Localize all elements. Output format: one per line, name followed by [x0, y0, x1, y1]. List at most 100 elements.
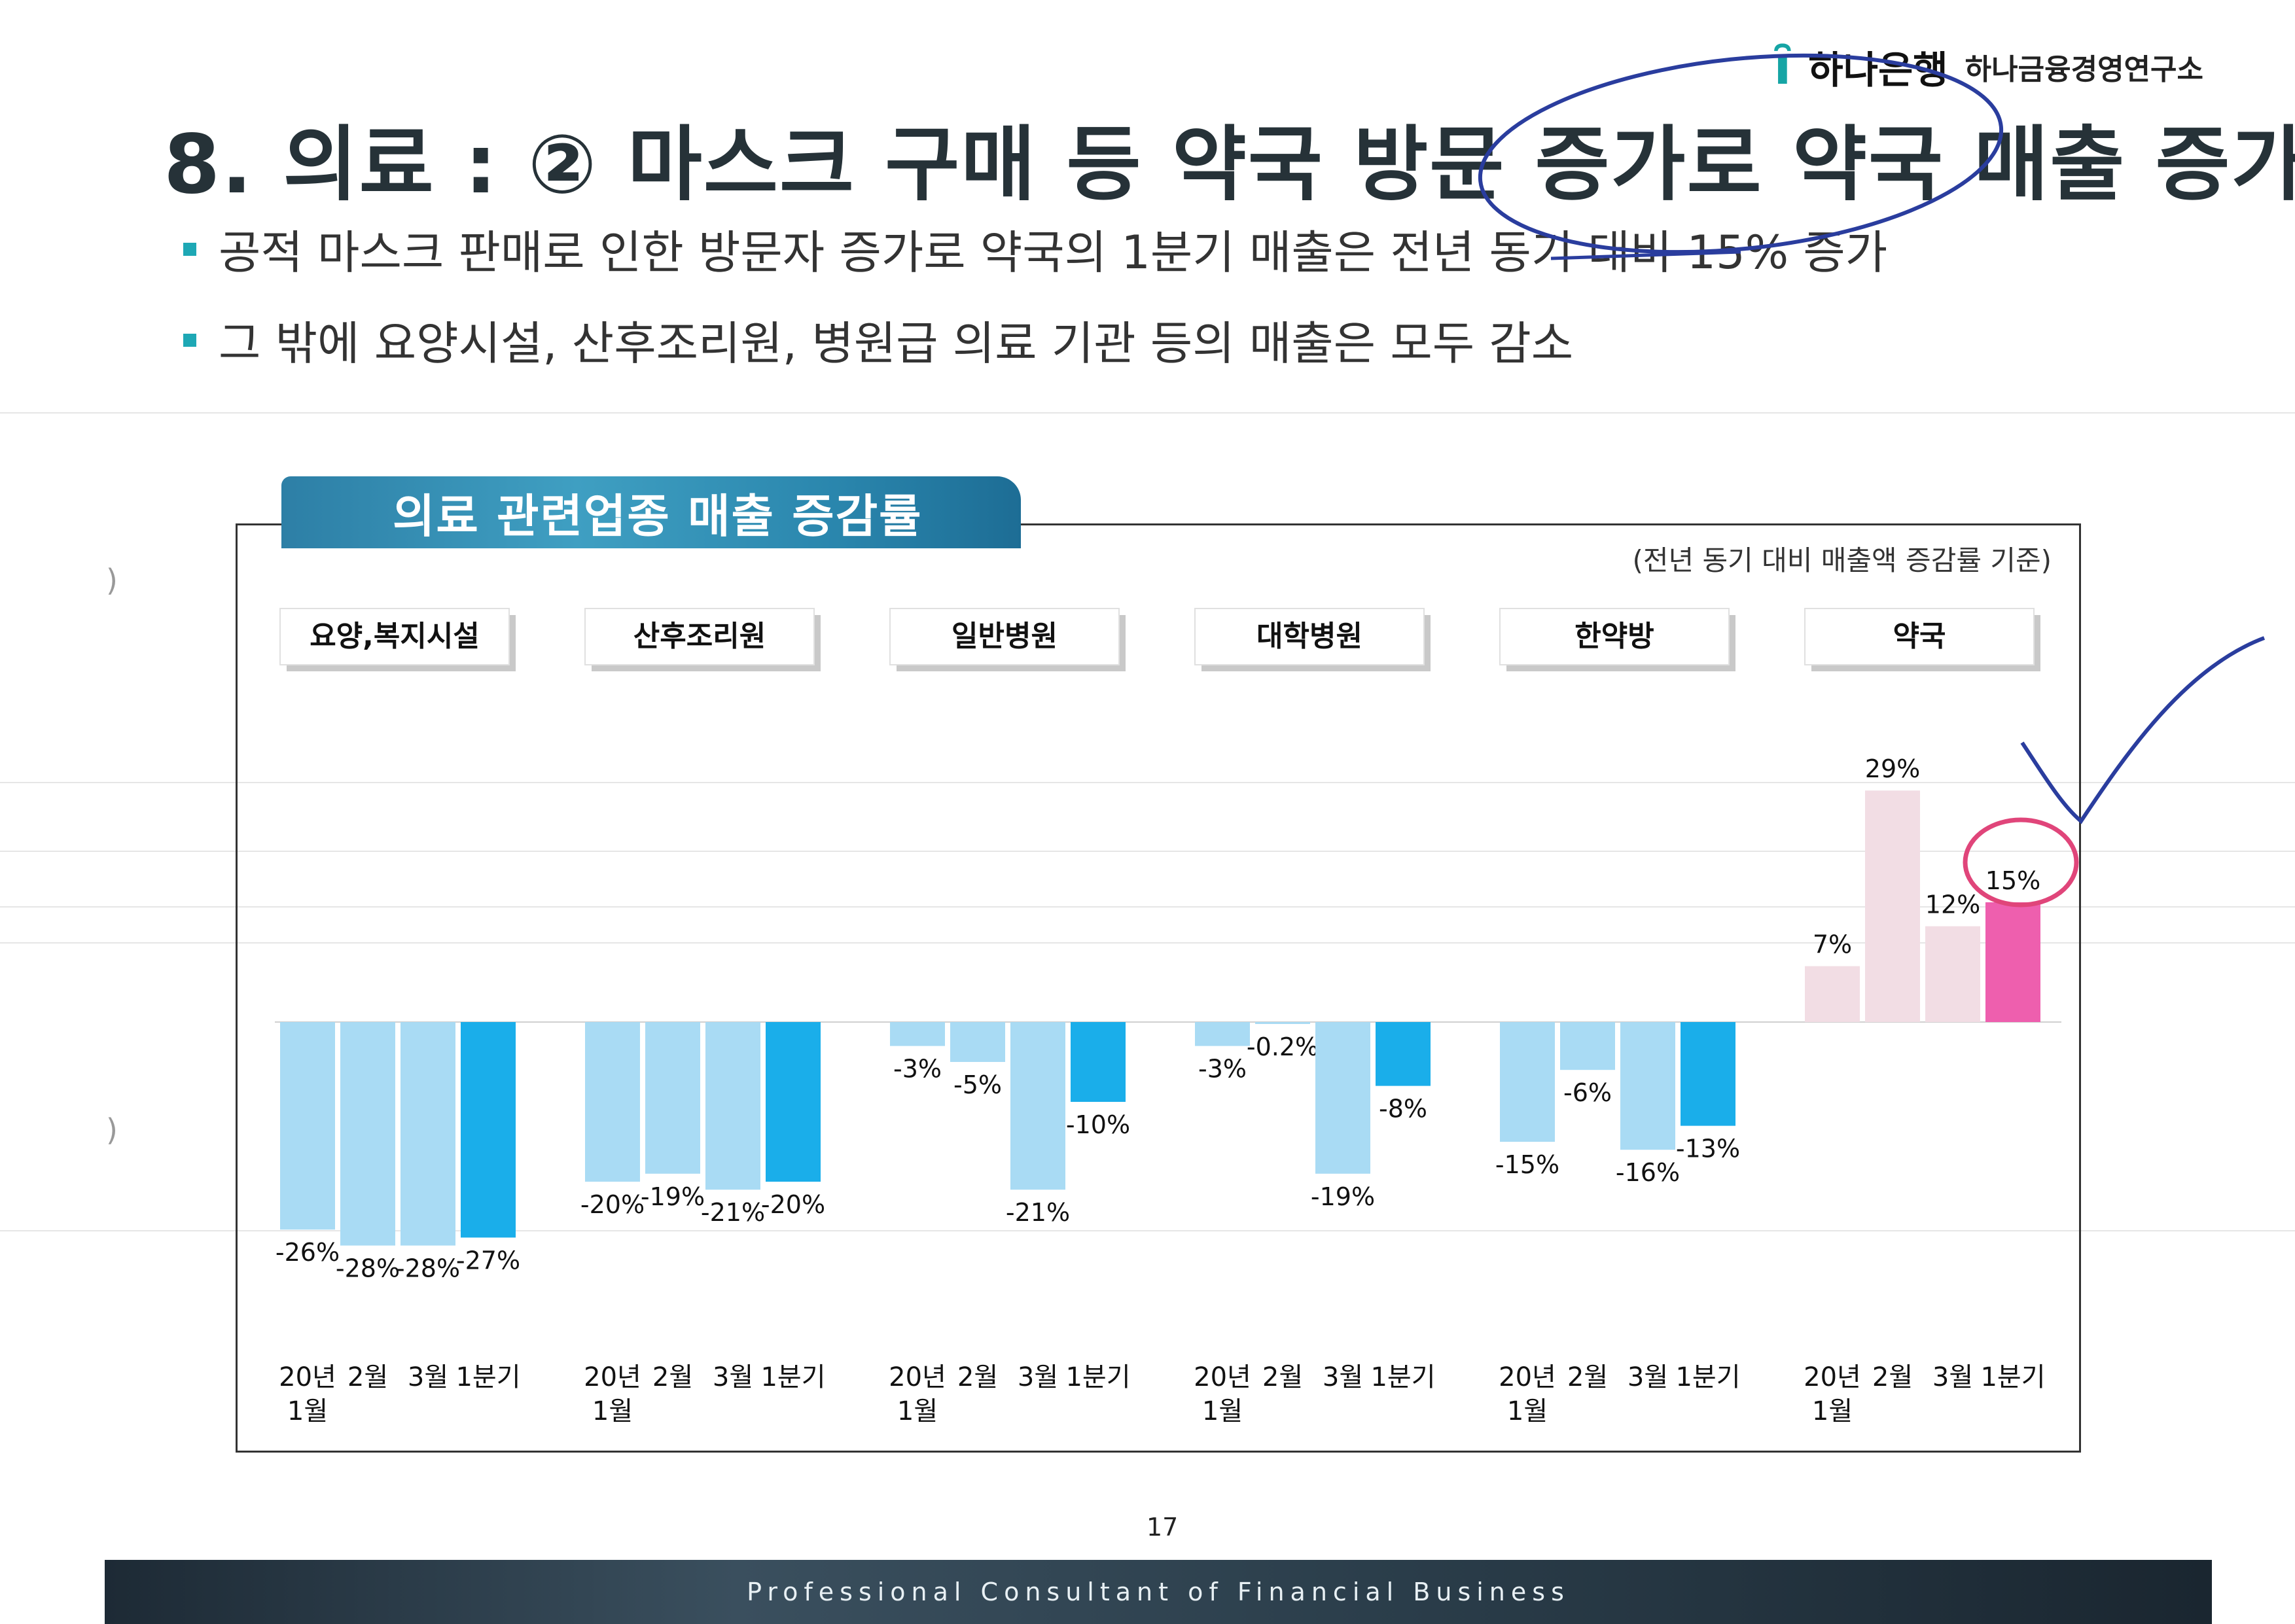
x-tick-label: 1분기 — [1980, 1362, 2045, 1392]
x-tick-label: 1월 — [287, 1396, 328, 1426]
bar — [1925, 926, 1980, 1022]
bar — [1010, 1022, 1065, 1190]
binding-hole-mark: ) — [106, 563, 118, 598]
data-label: -19% — [641, 1182, 705, 1211]
scan-line — [0, 782, 2295, 783]
category-header-label: 요양,복지시설 — [310, 620, 480, 653]
binding-hole-mark: ) — [106, 1112, 118, 1148]
data-label: -20% — [761, 1190, 825, 1219]
bar — [1865, 790, 1920, 1022]
x-tick-label: 1월 — [1202, 1396, 1243, 1426]
bar — [1805, 966, 1860, 1022]
hand-drawn-checkmark — [2020, 636, 2266, 824]
x-tick-label: 3월 — [1932, 1362, 1973, 1392]
data-label: -15% — [1495, 1150, 1559, 1179]
footer-text: Professional Consultant of Financial Bus… — [747, 1578, 1570, 1606]
bar — [1681, 1022, 1735, 1126]
category-header-box — [1194, 608, 1425, 665]
x-tick-label: 20년 — [1499, 1362, 1556, 1392]
x-tick-label: 3월 — [1628, 1362, 1668, 1392]
bar — [950, 1022, 1005, 1062]
bar — [1620, 1022, 1675, 1150]
bullet-item: 그 밖에 요양시설, 산후조리원, 병원급 의료 기관 등의 매출은 모두 감소 — [183, 307, 1887, 373]
x-tick-label: 20년 — [584, 1362, 641, 1392]
data-label: -21% — [1006, 1198, 1070, 1227]
bullet-list: 공적 마스크 판매로 인한 방문자 증가로 약국의 1분기 매출은 전년 동기 … — [183, 216, 1887, 398]
category-header-label: 약국 — [1893, 620, 1946, 653]
hand-drawn-strike — [1550, 250, 1741, 260]
x-tick-label: 20년 — [889, 1362, 946, 1392]
scan-line — [0, 412, 2295, 414]
x-tick-label: 1분기 — [760, 1362, 825, 1392]
bar — [280, 1022, 335, 1230]
data-label: -3% — [893, 1055, 942, 1084]
bullet-square-icon — [183, 333, 196, 347]
bar — [585, 1022, 640, 1182]
bar — [1255, 1022, 1310, 1024]
data-label: 7% — [1813, 930, 1852, 959]
bar-chart: 요양,복지시설 -26% 20년 1월 -28% 2월 -28% 3월 -27% 1분기 산후조리원… — [275, 608, 2061, 1426]
bullet-text: 공적 마스크 판매로 인한 방문자 증가로 약국의 1분기 매출은 전년 동기 … — [219, 226, 1888, 279]
scan-line — [0, 1230, 2295, 1231]
x-tick-label: 1분기 — [1370, 1362, 1435, 1392]
data-label: 29% — [1865, 754, 1920, 783]
x-tick-label: 2월 — [1872, 1362, 1913, 1392]
bar — [1315, 1022, 1370, 1174]
data-label: 12% — [1925, 891, 1980, 919]
x-tick-label: 3월 — [1018, 1362, 1058, 1392]
data-label: -13% — [1676, 1135, 1740, 1163]
x-tick-label: 2월 — [347, 1362, 388, 1392]
category-header-box — [1499, 608, 1730, 665]
x-tick-label: 2월 — [957, 1362, 998, 1392]
hand-drawn-red-circle — [1963, 817, 2079, 908]
data-label: -21% — [701, 1198, 765, 1227]
bar — [1071, 1022, 1126, 1102]
bar — [340, 1022, 395, 1246]
data-label: -27% — [456, 1246, 520, 1275]
bar — [1985, 902, 2040, 1022]
data-label: -26% — [276, 1238, 340, 1267]
x-tick-label: 1분기 — [1065, 1362, 1130, 1392]
hand-drawn-circle — [1478, 53, 2004, 255]
scan-line — [0, 851, 2295, 852]
bullet-text: 그 밖에 요양시설, 산후조리원, 병원급 의료 기관 등의 매출은 모두 감소 — [219, 317, 1574, 370]
bar — [890, 1022, 945, 1046]
data-label: 15% — [1985, 866, 2040, 895]
x-tick-label: 3월 — [1323, 1362, 1363, 1392]
bar — [1560, 1022, 1615, 1070]
x-tick-label: 1월 — [1507, 1396, 1548, 1426]
bar — [645, 1022, 700, 1174]
institute-name: 하나금융경영연구소 — [1965, 53, 2203, 86]
x-tick-label: 20년 — [1804, 1362, 1861, 1392]
x-tick-label: 2월 — [652, 1362, 693, 1392]
x-tick-label: 20년 — [279, 1362, 336, 1392]
data-label: -20% — [580, 1190, 645, 1219]
bar — [400, 1022, 455, 1246]
bar — [1500, 1022, 1555, 1142]
x-tick-label: 1월 — [592, 1396, 633, 1426]
chart-title-banner: 의료 관련업종 매출 증감률 — [281, 476, 1021, 548]
footer-band: Professional Consultant of Financial Bus… — [105, 1560, 2212, 1624]
x-tick-label: 2월 — [1567, 1362, 1608, 1392]
data-label: -19% — [1311, 1182, 1375, 1211]
data-label: -5% — [953, 1070, 1002, 1099]
category-header-label: 산후조리원 — [633, 620, 766, 653]
data-label: -10% — [1066, 1110, 1130, 1139]
x-tick-label: 1분기 — [1675, 1362, 1740, 1392]
scan-line — [0, 942, 2295, 944]
scan-line — [0, 906, 2295, 908]
bar — [1195, 1022, 1250, 1046]
category-header-label: 대학병원 — [1256, 620, 1362, 653]
category-header-label: 한약방 — [1574, 620, 1654, 653]
category-header-box — [1804, 608, 2035, 665]
x-tick-label: 1월 — [1812, 1396, 1853, 1426]
data-label: -16% — [1616, 1158, 1680, 1187]
x-tick-label: 1분기 — [455, 1362, 520, 1392]
bullet-item: 공적 마스크 판매로 인한 방문자 증가로 약국의 1분기 매출은 전년 동기 … — [183, 216, 1887, 282]
data-label: -6% — [1563, 1078, 1612, 1107]
page-number: 17 — [1147, 1513, 1179, 1542]
hana-logo-icon: ȋ — [1773, 37, 1792, 96]
data-label: -8% — [1379, 1095, 1427, 1123]
x-tick-label: 1월 — [897, 1396, 938, 1426]
bullet-square-icon — [183, 242, 196, 256]
